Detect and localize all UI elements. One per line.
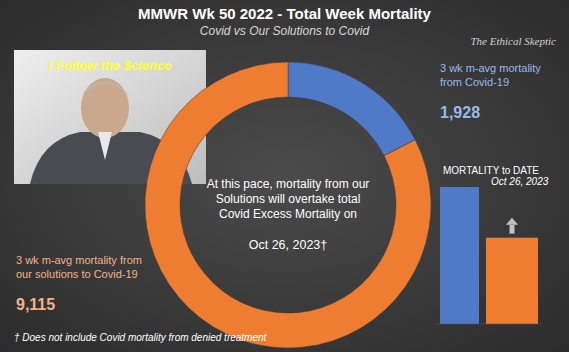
page: {"header": {"title": "MMWR Wk 50 2022 - … <box>0 0 569 352</box>
chart-canvas: MMWR Wk 50 2022 - Total Week Mortality Co… <box>0 0 569 352</box>
credit: The Ethical Skeptic <box>470 35 556 47</box>
bar <box>486 238 538 324</box>
slice-label-line: our solutions to Covid-19 <box>16 268 138 280</box>
footnote: † Does not include Covid mortality from … <box>14 332 268 343</box>
bars <box>440 187 538 324</box>
slice-label-line: 3 wk m-avg mortality <box>440 62 541 74</box>
subtitle: Covid vs Our Solutions to Covid <box>200 24 370 38</box>
annotation: Oct 26, 2023† <box>249 238 328 252</box>
annotation: Solutions will overtake total <box>216 192 361 206</box>
photo-caption: I Follow the $cience <box>49 58 172 73</box>
photo-head <box>81 78 129 138</box>
annotation: Covid Excess Mortality on <box>219 207 357 221</box>
bar-baseline <box>436 324 542 325</box>
slice-label: 3 wk m-avg mortality from Covid-19 <box>440 62 541 88</box>
photo-hair <box>81 82 129 96</box>
bar-title: MORTALITY to DATE <box>443 165 539 176</box>
donut-slice <box>145 62 431 348</box>
slice-label-line: 3 wk m-avg mortality from <box>16 254 142 266</box>
bar-subtitle: Oct 26, 2023 <box>491 176 549 187</box>
arrow-head <box>506 218 518 225</box>
photo-collar <box>98 132 112 160</box>
annotation: At this pace, mortality from our <box>207 177 370 191</box>
slice-label: 3 wk m-avg mortality from our solutions t… <box>16 254 142 280</box>
title: MMWR Wk 50 2022 - Total Week Mortality <box>138 5 431 22</box>
donut-slice <box>288 62 415 156</box>
growth-arrow <box>506 218 518 234</box>
arrow-shaft <box>510 225 515 234</box>
bar <box>440 187 479 324</box>
data-label: 9,115 <box>16 296 55 313</box>
slice-label-line: from Covid-19 <box>440 76 509 88</box>
donut <box>145 62 431 348</box>
data-label: 1,928 <box>440 104 480 121</box>
background <box>0 0 569 352</box>
